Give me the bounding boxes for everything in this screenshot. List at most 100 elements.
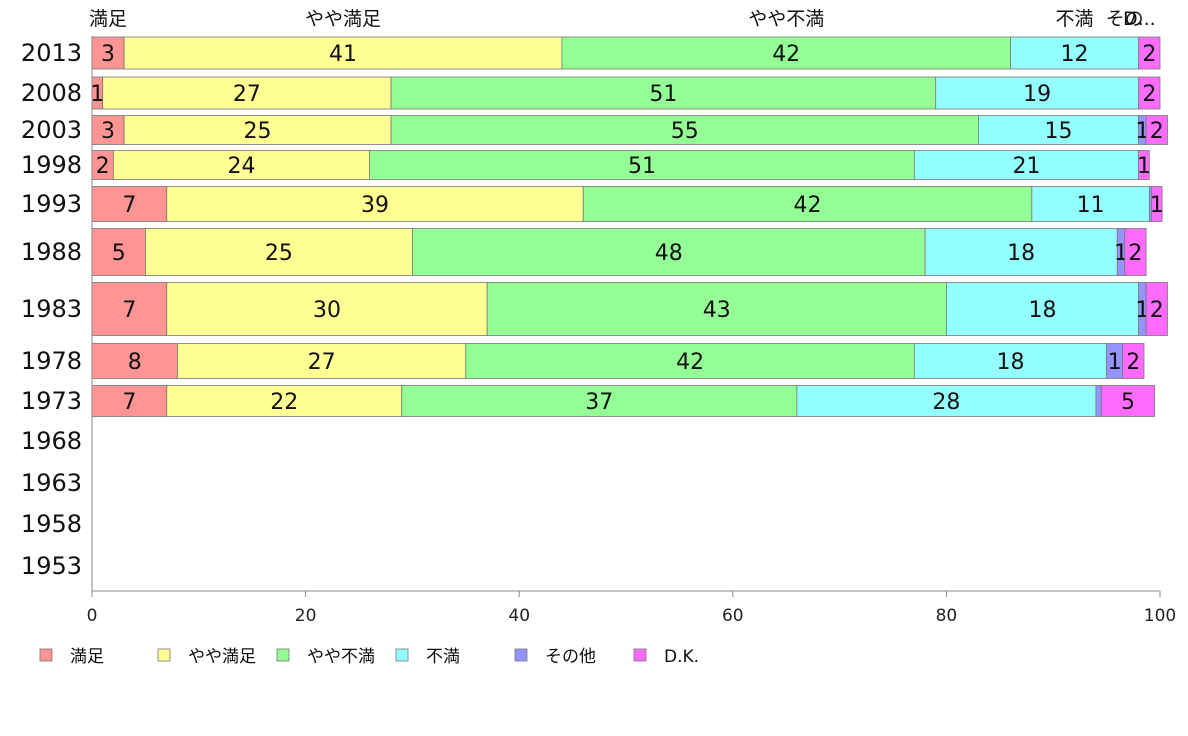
bar-1973-その他 <box>1095 385 1102 417</box>
data-label-2003-やや満足: 25 <box>244 119 272 144</box>
data-label-1993-D.K.: 1 <box>1150 193 1164 218</box>
top-label-やや満足: やや満足 <box>305 8 381 30</box>
data-label-1988-D.K.: 2 <box>1128 241 1142 266</box>
data-label-1978-満足: 8 <box>128 350 142 375</box>
data-label-2008-不満: 19 <box>1023 82 1051 107</box>
data-label-1983-やや不満: 43 <box>703 298 731 323</box>
data-label-1988-やや不満: 48 <box>655 241 683 266</box>
data-label-1993-不満: 11 <box>1077 193 1105 218</box>
data-label-2003-不満: 15 <box>1045 119 1073 144</box>
legend-swatch-満足 <box>39 648 53 662</box>
bar-1998-D.K. <box>1138 150 1150 180</box>
data-label-2013-やや不満: 42 <box>772 42 800 67</box>
year-label-1978: 1978 <box>21 347 82 375</box>
bar-1988-満足 <box>91 228 146 276</box>
data-label-1988-やや満足: 25 <box>265 241 293 266</box>
bar-1983-D.K. <box>1145 282 1168 336</box>
data-label-1973-D.K.: 5 <box>1121 390 1135 415</box>
year-label-1998: 1998 <box>21 151 82 179</box>
top-label-D.K.: D... <box>1123 8 1156 30</box>
year-label-1958: 1958 <box>21 510 82 538</box>
data-label-1998-満足: 2 <box>96 154 110 179</box>
data-label-1983-満足: 7 <box>122 298 136 323</box>
bar-2013-やや満足 <box>123 36 563 70</box>
legend-swatch-D.K. <box>633 648 647 662</box>
bar-1998-やや満足 <box>112 150 371 180</box>
x-tick-label-60: 60 <box>722 606 744 626</box>
bar-1973-D.K. <box>1100 385 1156 417</box>
bar-1973-不満 <box>796 385 1097 417</box>
data-label-2008-D.K.: 2 <box>1142 82 1156 107</box>
legend-label-D.K.: D.K. <box>664 647 699 667</box>
year-label-2013: 2013 <box>21 39 82 67</box>
bar-1993-D.K. <box>1151 186 1163 222</box>
year-label-1953: 1953 <box>21 552 82 580</box>
bar-1973-やや不満 <box>401 385 798 417</box>
year-labels: 2013 2008 2003 1998 1993 1988 1983 1978 1973 1968… <box>21 39 82 580</box>
bar-1993-満足 <box>91 186 168 222</box>
data-label-2013-やや満足: 41 <box>329 42 357 67</box>
bars: 3 41 42 12 21 27 51 19 23 25 55 15 1 22 24 51 21 17 39 42 11… <box>90 36 1168 417</box>
data-label-2003-D.K.: 2 <box>1150 119 1164 144</box>
data-label-2008-やや満足: 27 <box>233 82 261 107</box>
bar-2013-D.K. <box>1138 36 1161 70</box>
year-label-1983: 1983 <box>21 295 82 323</box>
data-label-1978-やや不満: 42 <box>676 350 704 375</box>
legend-label-やや不満: やや不満 <box>307 647 375 667</box>
x-tick-label-0: 0 <box>87 606 98 626</box>
legend-label-やや満足: やや満足 <box>188 647 256 667</box>
bar-2003-D.K. <box>1145 115 1168 145</box>
year-label-1993: 1993 <box>21 190 82 218</box>
bar-1978-やや不満 <box>465 343 915 379</box>
legend-swatch-その他 <box>514 648 528 662</box>
bar-1988-不満 <box>924 228 1118 276</box>
year-label-2003: 2003 <box>21 116 82 144</box>
data-label-1978-その他: 1 <box>1108 350 1122 375</box>
top-label-不満: 不満 <box>1056 8 1094 30</box>
year-label-1968: 1968 <box>21 427 82 455</box>
data-label-2003-満足: 3 <box>101 119 115 144</box>
x-tick-label-40: 40 <box>508 606 530 626</box>
x-axis: 0 20 40 60 80 100 <box>87 36 1176 626</box>
data-label-2013-不満: 12 <box>1061 42 1089 67</box>
bar-1983-満足 <box>91 282 168 336</box>
bar-2003-やや満足 <box>123 115 392 145</box>
bar-1983-やや不満 <box>486 282 947 336</box>
x-tick-label-100: 100 <box>1144 606 1176 626</box>
legend-swatch-やや不満 <box>276 648 290 662</box>
data-label-2008-やや不満: 51 <box>649 82 677 107</box>
top-labels: 満足 やや満足 やや不満 不満 そのD... <box>89 8 1156 30</box>
data-label-1973-不満: 28 <box>932 390 960 415</box>
bar-1988-D.K. <box>1124 228 1147 276</box>
data-label-1973-やや満足: 22 <box>270 390 298 415</box>
bar-1978-D.K. <box>1122 343 1145 379</box>
data-label-1998-やや満足: 24 <box>228 154 256 179</box>
data-label-1978-D.K.: 2 <box>1126 350 1140 375</box>
year-label-2008: 2008 <box>21 79 82 107</box>
data-label-2008-満足: 1 <box>90 82 104 107</box>
bar-2003-やや不満 <box>390 115 979 145</box>
bar-1993-不満 <box>1031 186 1150 222</box>
bar-1988-やや不満 <box>411 228 926 276</box>
data-label-1993-満足: 7 <box>122 193 136 218</box>
data-label-1993-やや満足: 39 <box>361 193 389 218</box>
bar-1993-やや満足 <box>166 186 584 222</box>
year-label-1963: 1963 <box>21 469 82 497</box>
data-label-2003-やや不満: 55 <box>671 119 699 144</box>
data-label-1998-D.K.: 1 <box>1137 154 1151 179</box>
data-label-1988-不満: 18 <box>1007 241 1035 266</box>
data-label-2013-D.K.: 2 <box>1142 42 1156 67</box>
legend-label-その他: その他 <box>545 647 596 667</box>
data-label-1983-不満: 18 <box>1029 298 1057 323</box>
legend-label-満足: 満足 <box>70 647 104 667</box>
legend-label-不満: 不満 <box>426 647 460 667</box>
legend-swatch-不満 <box>395 648 409 662</box>
bar-2008-D.K. <box>1138 76 1161 110</box>
x-tick-label-20: 20 <box>295 606 317 626</box>
bar-2008-不満 <box>935 76 1140 110</box>
data-label-1978-やや満足: 27 <box>308 350 336 375</box>
bar-1973-やや満足 <box>166 385 403 417</box>
bar-2003-不満 <box>978 115 1140 145</box>
top-label-満足: 満足 <box>89 8 127 30</box>
